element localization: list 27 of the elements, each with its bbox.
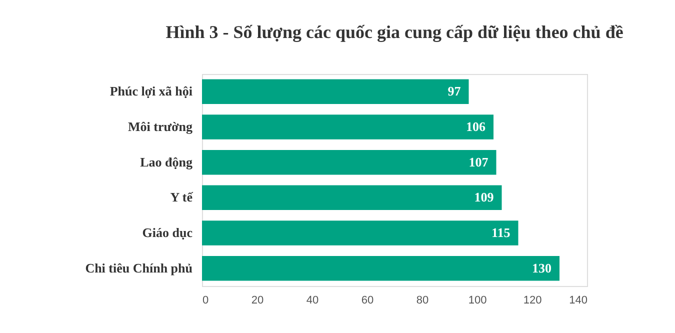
data-label: 97 (448, 84, 462, 99)
data-label: 106 (466, 119, 486, 134)
chart-title: Hình 3 - Số lượng các quốc gia cung cấp dữ liệu theo chủ đề (166, 22, 624, 42)
y-tick-label: Phúc lợi xã hội (110, 84, 193, 99)
x-tick-label: 140 (569, 294, 588, 306)
bar (202, 256, 560, 281)
bar (202, 220, 518, 246)
bar (202, 114, 494, 140)
x-tick-label: 80 (416, 294, 429, 306)
bar (202, 79, 469, 104)
y-tick-label: Chi tiêu Chính phủ (85, 260, 192, 276)
y-tick-label: Giáo dục (142, 225, 193, 240)
data-label: 107 (468, 154, 489, 170)
x-tick-label: 60 (361, 294, 374, 306)
bar (202, 150, 496, 175)
y-tick-label: Lao động (140, 154, 193, 170)
data-label: 115 (491, 225, 511, 240)
y-tick-label: Môi trường (128, 119, 193, 134)
x-tick-label: 120 (523, 294, 542, 306)
x-tick-label: 40 (306, 294, 319, 306)
x-tick-label: 20 (251, 294, 264, 306)
data-label: 109 (474, 190, 494, 205)
x-tick-label: 0 (202, 294, 209, 306)
bar (202, 185, 502, 210)
data-label: 130 (532, 260, 552, 276)
y-tick-label: Y tế (170, 190, 194, 205)
x-tick-label: 100 (468, 294, 487, 306)
